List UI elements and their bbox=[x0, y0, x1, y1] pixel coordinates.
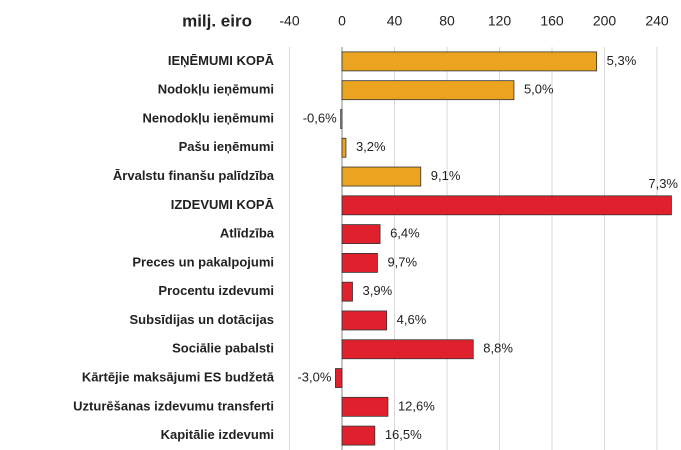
x-tick-label: 0 bbox=[338, 13, 346, 29]
category-label: Atlīdzība bbox=[220, 226, 275, 241]
bar bbox=[341, 166, 422, 187]
bar bbox=[341, 224, 381, 245]
x-tick-label: 200 bbox=[593, 13, 617, 29]
x-tick-label: 160 bbox=[540, 13, 564, 29]
bar bbox=[341, 396, 389, 417]
category-label: Kapitālie izdevumi bbox=[161, 427, 274, 442]
category-label: Procentu izdevumi bbox=[158, 283, 274, 298]
axis-label: milj. eiro bbox=[182, 11, 252, 30]
bar-annotation: 16,5% bbox=[385, 427, 422, 442]
category-label: Ārvalstu finanšu palīdzība bbox=[113, 168, 275, 183]
bar bbox=[341, 80, 515, 101]
bar-annotation: -0,6% bbox=[303, 110, 337, 125]
category-label: Sociālie pabalsti bbox=[172, 341, 274, 356]
bar bbox=[341, 51, 598, 72]
x-tick-label: 120 bbox=[488, 13, 512, 29]
category-label: Nenodokļu ieņēmumi bbox=[143, 110, 274, 125]
bar bbox=[341, 281, 353, 302]
category-label: Subsīdijas un dotācijas bbox=[130, 312, 274, 327]
x-tick-label: 80 bbox=[439, 13, 455, 29]
category-label: Preces un pakalpojumi bbox=[132, 254, 274, 269]
x-tick-label: -40 bbox=[279, 13, 299, 29]
bar-annotation: 5,3% bbox=[607, 53, 637, 68]
bar-annotation: 7,3% bbox=[648, 176, 678, 191]
bar-annotation: 9,1% bbox=[431, 168, 461, 183]
x-tick-label: 240 bbox=[645, 13, 669, 29]
bar-annotation: 6,4% bbox=[390, 226, 420, 241]
bar bbox=[335, 368, 343, 388]
x-tick-label: 40 bbox=[387, 13, 403, 29]
category-label: Pašu ieņēmumi bbox=[179, 139, 274, 154]
bar-annotation: 8,8% bbox=[483, 341, 513, 356]
bar-annotation: 5,0% bbox=[524, 82, 554, 97]
bar-annotation: 4,6% bbox=[397, 312, 427, 327]
bar bbox=[341, 252, 378, 273]
bar bbox=[341, 137, 347, 158]
bar bbox=[341, 339, 474, 360]
bar bbox=[341, 310, 388, 331]
bar bbox=[341, 195, 672, 216]
bar-annotation: 12,6% bbox=[398, 398, 435, 413]
bar-annotation: 3,9% bbox=[363, 283, 393, 298]
bar bbox=[341, 425, 376, 446]
category-label: IEŅĒMUMI KOPĀ bbox=[168, 53, 275, 68]
bar-annotation: -3,0% bbox=[297, 369, 331, 384]
category-label: Nodokļu ieņēmumi bbox=[158, 82, 274, 97]
bar-annotation: 9,7% bbox=[387, 254, 417, 269]
category-label: IZDEVUMI KOPĀ bbox=[171, 197, 275, 212]
bar-annotation: 3,2% bbox=[356, 139, 386, 154]
bar bbox=[340, 109, 343, 129]
category-label: Kārtējie maksājumi ES budžetā bbox=[82, 369, 275, 384]
category-label: Uzturēšanas izdevumu transferti bbox=[73, 398, 274, 413]
